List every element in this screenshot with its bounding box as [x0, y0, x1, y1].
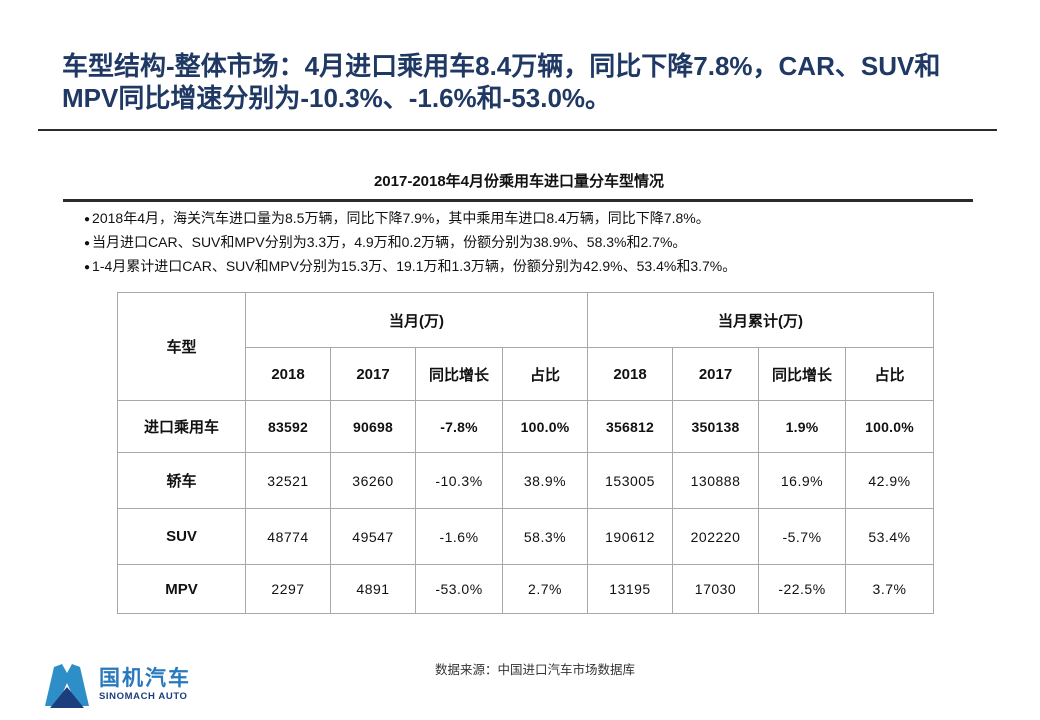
table-cell: 48774	[245, 508, 331, 565]
subheader-2017: 2017	[330, 347, 416, 401]
table-cell: 42.9%	[845, 452, 934, 509]
table-cell: 32521	[245, 452, 331, 509]
table-row-imported-passenger-cars: 进口乘用车 83592 90698 -7.8% 100.0% 356812 35…	[117, 400, 934, 453]
table-cell: 100.0%	[845, 400, 934, 453]
sinomach-mountain-icon	[45, 664, 89, 708]
section-title: 2017-2018年4月份乘用车进口量分车型情况	[373, 173, 665, 190]
table-cell: 36260	[330, 452, 416, 509]
table-cell: 356812	[587, 400, 673, 453]
table-cell: 130888	[672, 452, 759, 509]
row-label: 轿车	[117, 452, 246, 509]
vehicle-import-table: 车型 当月(万) 当月累计(万) 2018 2017 同比增长 占比 2018 …	[117, 292, 934, 614]
table-cell: -7.8%	[415, 400, 503, 453]
subheader-2018: 2018	[245, 347, 331, 401]
table-cell: 3.7%	[845, 564, 934, 614]
row-label: 进口乘用车	[117, 400, 246, 453]
header-group-current-month: 当月(万)	[245, 292, 588, 348]
subheader-2017: 2017	[672, 347, 759, 401]
vehicle-import-table-wrap: 车型 当月(万) 当月累计(万) 2018 2017 同比增长 占比 2018 …	[117, 292, 934, 614]
subheader-2018: 2018	[587, 347, 673, 401]
header-group-cumulative: 当月累计(万)	[587, 292, 934, 348]
table-row-sedan: 轿车 32521 36260 -10.3% 38.9% 153005 13088…	[117, 452, 934, 509]
title-divider	[38, 129, 997, 131]
table-cell: 16.9%	[758, 452, 846, 509]
table-cell: 17030	[672, 564, 759, 614]
logo-english-name: SINOMACH AUTO	[99, 691, 188, 702]
page-title: 车型结构-整体市场：4月进口乘用车8.4万辆，同比下降7.8%，CAR、SUV和…	[62, 51, 941, 113]
table-cell: 4891	[330, 564, 416, 614]
section-divider	[63, 199, 973, 202]
row-label: MPV	[117, 564, 246, 614]
subheader-yoy-growth: 同比增长	[415, 347, 503, 401]
subheader-share: 占比	[502, 347, 588, 401]
table-cell: -53.0%	[415, 564, 503, 614]
logo-chinese-name: 国机汽车	[99, 667, 191, 690]
table-cell: 83592	[245, 400, 331, 453]
table-cell: 38.9%	[502, 452, 588, 509]
table-cell: 1.9%	[758, 400, 846, 453]
table-cell: -5.7%	[758, 508, 846, 565]
table-cell: 90698	[330, 400, 416, 453]
table-cell: -22.5%	[758, 564, 846, 614]
logo-text-block: 国机汽车 SINOMACH AUTO	[99, 667, 191, 703]
summary-bullet-list: 2018年4月，海关汽车进口量为8.5万辆，同比下降7.9%，其中乘用车进口8.…	[84, 207, 984, 279]
table-cell: 53.4%	[845, 508, 934, 565]
row-label: SUV	[117, 508, 246, 565]
table-cell: -10.3%	[415, 452, 503, 509]
table-cell: 58.3%	[502, 508, 588, 565]
table-cell: 2.7%	[502, 564, 588, 614]
table-cell: 190612	[587, 508, 673, 565]
table-cell: -1.6%	[415, 508, 503, 565]
table-row-mpv: MPV 2297 4891 -53.0% 2.7% 13195 17030 -2…	[117, 564, 934, 614]
header-vehicle-type: 车型	[117, 292, 246, 401]
bullet-item: 2018年4月，海关汽车进口量为8.5万辆，同比下降7.9%，其中乘用车进口8.…	[84, 207, 984, 231]
table-cell: 49547	[330, 508, 416, 565]
table-cell: 13195	[587, 564, 673, 614]
subheader-yoy-growth: 同比增长	[758, 347, 846, 401]
subheader-share: 占比	[845, 347, 934, 401]
bullet-item: 当月进口CAR、SUV和MPV分别为3.3万，4.9万和0.2万辆，份额分别为3…	[84, 231, 984, 255]
table-cell: 350138	[672, 400, 759, 453]
sinomach-logo: 国机汽车 SINOMACH AUTO	[42, 662, 191, 708]
table-cell: 153005	[587, 452, 673, 509]
table-cell: 202220	[672, 508, 759, 565]
table-row-suv: SUV 48774 49547 -1.6% 58.3% 190612 20222…	[117, 508, 934, 565]
bullet-item: 1-4月累计进口CAR、SUV和MPV分别为15.3万、19.1万和1.3万辆，…	[84, 255, 984, 279]
table-cell: 2297	[245, 564, 331, 614]
data-source-caption: 数据来源：中国进口汽车市场数据库	[434, 663, 635, 677]
table-cell: 100.0%	[502, 400, 588, 453]
